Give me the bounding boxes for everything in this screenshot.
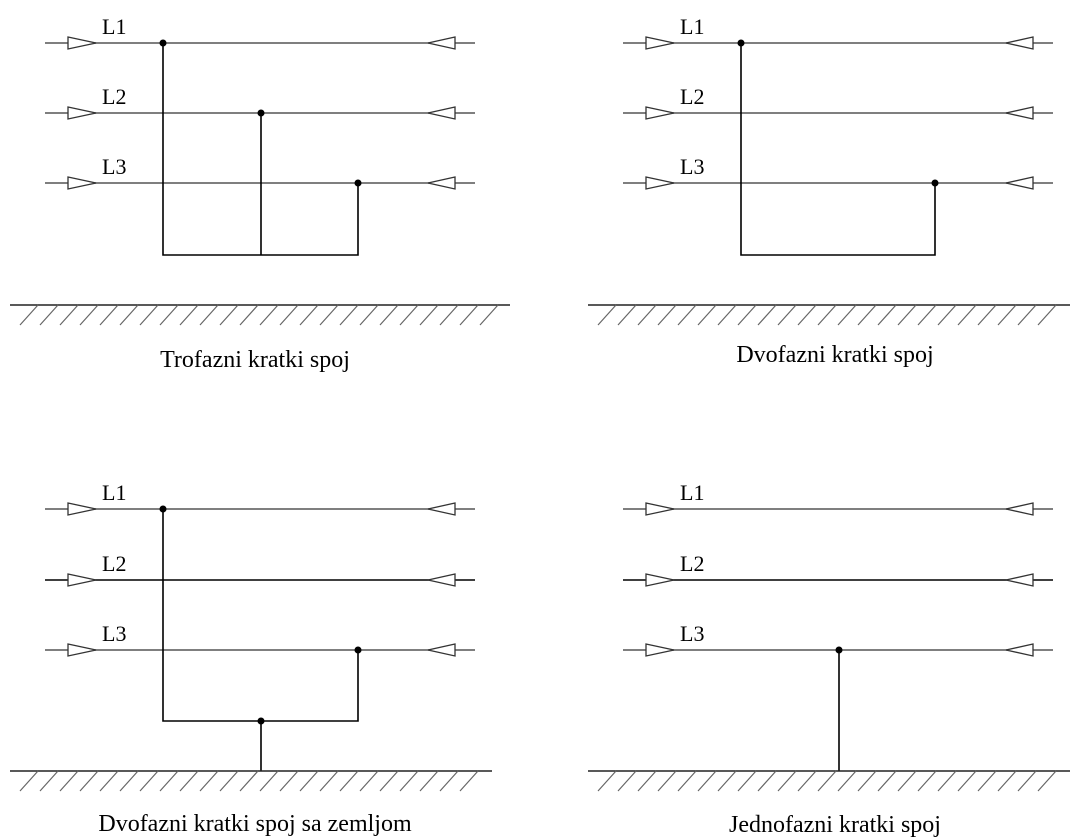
source-arrow-icon xyxy=(645,643,675,657)
load-arrow-icon xyxy=(1005,106,1034,120)
earth-ground xyxy=(10,304,510,326)
load-arrow-icon xyxy=(1005,502,1034,516)
phase-label-l2: L2 xyxy=(102,551,126,576)
phase-line-l1: L1 xyxy=(45,14,475,50)
phase-line-l2: L2 xyxy=(623,551,1053,587)
panel-caption: Jednofazni kratki spoj xyxy=(729,812,941,838)
panel-two-phase-earth: L1 L2 L3 Dvofazni kratki spoj sa zemljom xyxy=(10,480,492,837)
source-arrow-icon xyxy=(67,573,97,587)
load-arrow-icon xyxy=(1005,36,1034,50)
load-arrow-icon xyxy=(427,36,456,50)
source-arrow-icon xyxy=(645,573,675,587)
fault-node-l3 xyxy=(835,646,843,654)
load-arrow-icon xyxy=(427,573,456,587)
phase-line-l2: L2 xyxy=(45,84,475,120)
source-arrow-icon xyxy=(645,106,675,120)
phase-line-l1: L1 xyxy=(45,480,475,516)
earth-ground xyxy=(10,770,492,792)
fault-connection xyxy=(162,43,359,256)
phase-label-l1: L1 xyxy=(102,14,126,39)
panel-three-phase: L1 L2 L3 Trofazni kratki spoj xyxy=(10,14,510,373)
load-arrow-icon xyxy=(427,106,456,120)
phase-label-l2: L2 xyxy=(102,84,126,109)
source-arrow-icon xyxy=(67,106,97,120)
fault-node-l3 xyxy=(354,179,362,187)
phase-line-l1: L1 xyxy=(623,14,1053,50)
phase-line-l3: L3 xyxy=(623,154,1053,190)
source-arrow-icon xyxy=(67,176,97,190)
source-arrow-icon xyxy=(645,36,675,50)
fault-node-l1 xyxy=(159,505,167,513)
fault-connection xyxy=(162,509,359,771)
fault-node-l3 xyxy=(354,646,362,654)
phase-line-l3: L3 xyxy=(45,154,475,190)
phase-label-l2: L2 xyxy=(680,551,704,576)
phase-label-l1: L1 xyxy=(102,480,126,505)
fault-node-l3 xyxy=(931,179,939,187)
fault-node-l1 xyxy=(737,39,745,47)
source-arrow-icon xyxy=(67,502,97,516)
panel-caption: Dvofazni kratki spoj xyxy=(736,342,933,368)
fault-node-l2 xyxy=(257,109,265,117)
source-arrow-icon xyxy=(645,502,675,516)
earth-ground xyxy=(588,770,1070,792)
load-arrow-icon xyxy=(1005,573,1034,587)
load-arrow-icon xyxy=(427,643,456,657)
source-arrow-icon xyxy=(67,643,97,657)
load-arrow-icon xyxy=(427,502,456,516)
load-arrow-icon xyxy=(427,176,456,190)
load-arrow-icon xyxy=(1005,643,1034,657)
phase-label-l1: L1 xyxy=(680,14,704,39)
earth-node xyxy=(257,717,265,725)
panel-two-phase: L1 L2 L3 Dvofazni kratki spoj xyxy=(588,14,1070,368)
phase-line-l2: L2 xyxy=(45,551,475,587)
load-arrow-icon xyxy=(1005,176,1034,190)
phase-label-l3: L3 xyxy=(102,154,126,179)
phase-label-l2: L2 xyxy=(680,84,704,109)
phase-line-l2: L2 xyxy=(623,84,1053,120)
fault-connection xyxy=(740,43,936,256)
source-arrow-icon xyxy=(645,176,675,190)
panel-caption: Trofazni kratki spoj xyxy=(160,347,350,373)
phase-label-l3: L3 xyxy=(680,621,704,646)
phase-label-l1: L1 xyxy=(680,480,704,505)
fault-node-l1 xyxy=(159,39,167,47)
phase-line-l1: L1 xyxy=(623,480,1053,516)
panel-caption: Dvofazni kratki spoj sa zemljom xyxy=(98,811,412,837)
phase-label-l3: L3 xyxy=(102,621,126,646)
phase-label-l3: L3 xyxy=(680,154,704,179)
source-arrow-icon xyxy=(67,36,97,50)
phase-line-l3: L3 xyxy=(45,621,475,657)
panel-single-phase: L1 L2 L3 Jednofazni kratki spoj xyxy=(588,480,1070,838)
earth-ground xyxy=(588,304,1070,326)
